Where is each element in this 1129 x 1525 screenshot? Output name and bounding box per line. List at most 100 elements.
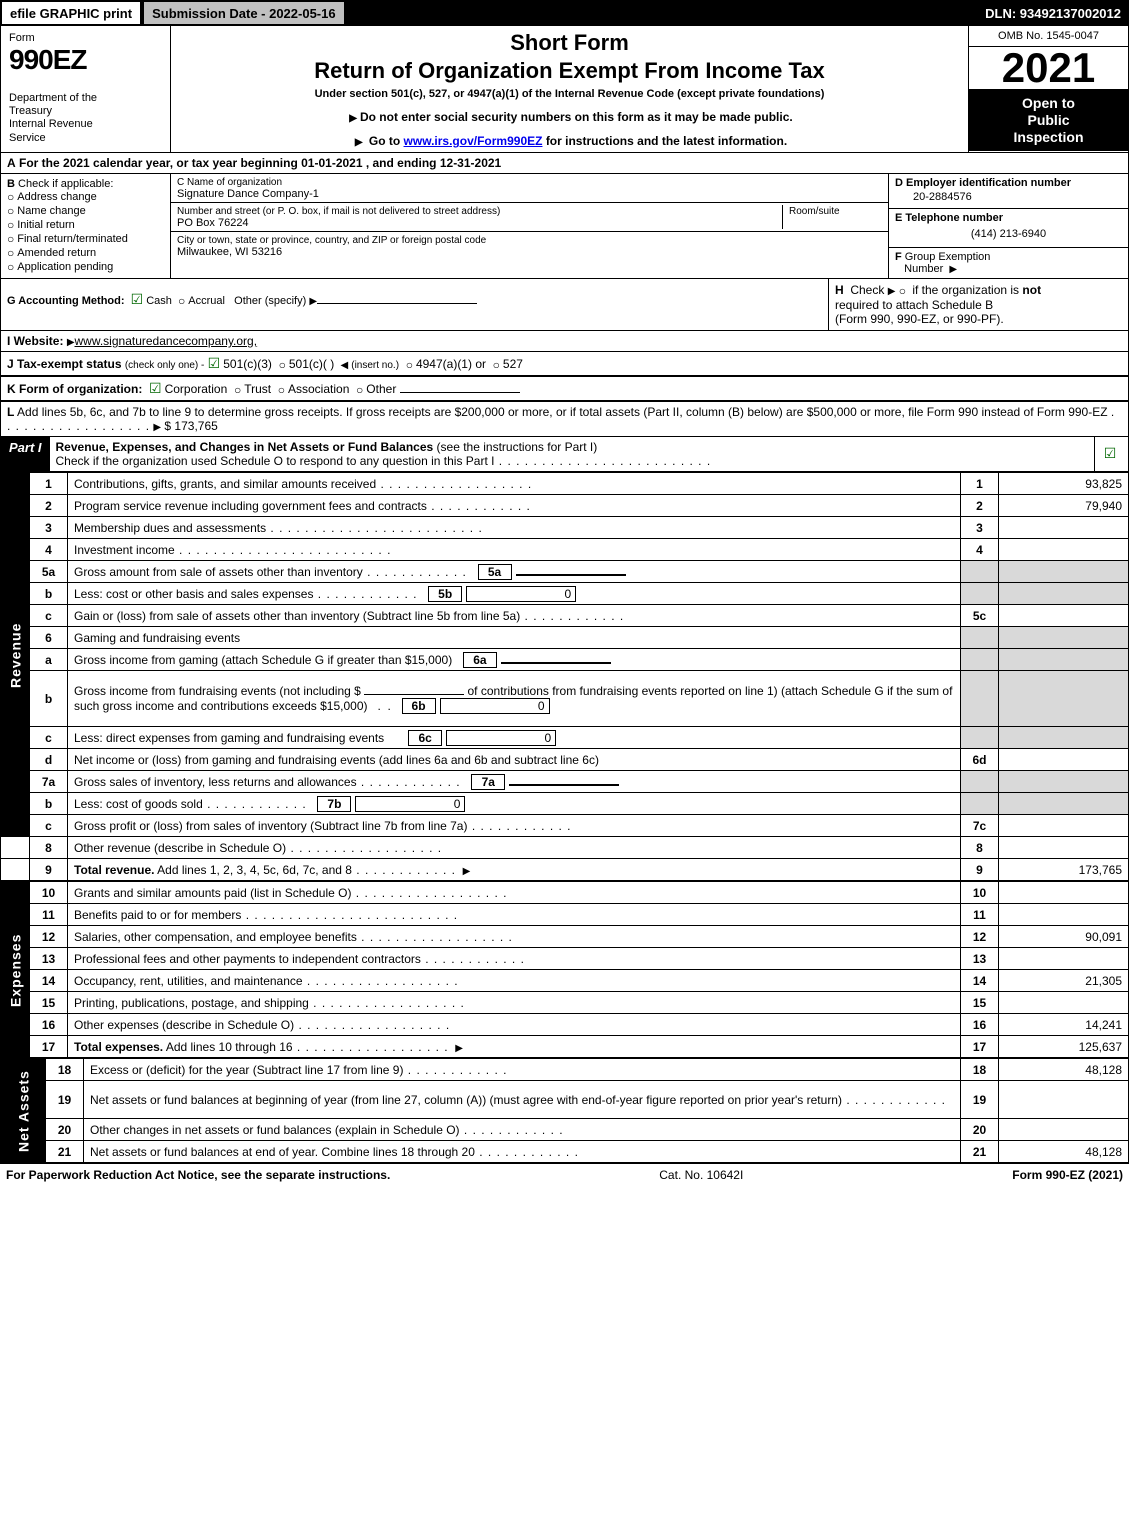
amt-9: 173,765 <box>999 859 1129 881</box>
rn-5c: 5c <box>961 605 999 627</box>
lbl-name-change: Name change <box>17 205 86 217</box>
desc-18-text: Excess or (deficit) for the year (Subtra… <box>90 1063 403 1077</box>
val-6b: 0 <box>440 698 550 714</box>
i-label: I Website: <box>7 334 63 348</box>
lbl-association: Association <box>288 382 349 396</box>
chk-corporation[interactable] <box>149 382 165 396</box>
chk-amended-return[interactable] <box>7 247 17 259</box>
net-assets-sidebar: Net Assets <box>1 1059 46 1163</box>
ln-6c: c <box>30 727 68 749</box>
chk-trust[interactable] <box>234 382 244 396</box>
header-middle: Short Form Return of Organization Exempt… <box>171 26 968 152</box>
desc-20: Other changes in net assets or fund bala… <box>84 1119 961 1141</box>
desc-7b: Less: cost of goods sold 7b0 <box>68 793 961 815</box>
amt-4 <box>999 539 1129 561</box>
chk-501c3[interactable] <box>208 357 224 371</box>
lbl-amended-return: Amended return <box>17 247 96 259</box>
dots-icon <box>241 908 458 922</box>
desc-6c: Less: direct expenses from gaming and fu… <box>68 727 961 749</box>
desc-21: Net assets or fund balances at end of ye… <box>84 1141 961 1163</box>
footer-right-bold: 990-EZ <box>1046 1168 1085 1182</box>
chk-cash[interactable] <box>131 295 147 307</box>
rn-6a-gray <box>961 649 999 671</box>
amt-6d <box>999 749 1129 771</box>
rn-21: 21 <box>961 1141 999 1163</box>
irs-link[interactable]: www.irs.gov/Form990EZ <box>404 134 543 148</box>
chk-part-i-schedule-o[interactable] <box>1104 449 1120 461</box>
arrow-icon: ▶ <box>153 422 161 433</box>
box-5b: 5b <box>428 586 462 602</box>
chk-schedB-not-required[interactable] <box>899 283 909 297</box>
dots-icon <box>520 609 624 623</box>
chk-name-change[interactable] <box>7 205 17 217</box>
desc-6: Gaming and fundraising events <box>68 627 961 649</box>
h-text: if the organization is <box>912 283 1019 297</box>
rn-7a-gray <box>961 771 999 793</box>
section-b-heading: Check if applicable: <box>18 178 113 190</box>
amt-2: 79,940 <box>999 495 1129 517</box>
form-number: 990EZ <box>9 44 162 76</box>
rn-4: 4 <box>961 539 999 561</box>
desc-6a-text: Gross income from gaming (attach Schedul… <box>74 653 452 667</box>
lbl-501c3: 501(c)(3) <box>223 357 272 371</box>
section-h: H Check ▶ if the organization is not req… <box>828 279 1128 330</box>
c-street-label: Number and street (or P. O. box, if mail… <box>177 206 500 217</box>
chk-527[interactable] <box>493 357 503 371</box>
arrow-icon: ▶ <box>455 1043 463 1054</box>
chk-initial-return[interactable] <box>7 219 17 231</box>
amt-6-gray <box>999 627 1129 649</box>
l-text: Add lines 5b, 6c, and 7b to line 9 to de… <box>17 405 1108 419</box>
lbl-cash: Cash <box>146 295 172 307</box>
other-org-input[interactable] <box>400 392 520 393</box>
box-6c: 6c <box>408 730 442 746</box>
chk-accrual[interactable] <box>178 295 188 307</box>
submission-date: Submission Date - 2022-05-16 <box>142 0 346 26</box>
dots-icon <box>286 841 442 855</box>
amt-8 <box>999 837 1129 859</box>
desc-3-text: Membership dues and assessments <box>74 521 266 535</box>
amt-6b-gray <box>999 671 1129 727</box>
ln-6: 6 <box>30 627 68 649</box>
ln-4: 4 <box>30 539 68 561</box>
rn-19: 19 <box>961 1081 999 1119</box>
box-7b: 7b <box>317 796 351 812</box>
desc-7c: Gross profit or (loss) from sales of inv… <box>68 815 961 837</box>
open-public-badge: Open toPublicInspection <box>969 89 1128 151</box>
amt-12: 90,091 <box>999 926 1129 948</box>
chk-final-return[interactable] <box>7 233 17 245</box>
amt-5a-gray <box>999 561 1129 583</box>
lbl-other-org: Other <box>366 382 396 396</box>
part-i-tag: Part I <box>1 437 50 471</box>
ln-6b: b <box>30 671 68 727</box>
rn-9: 9 <box>961 859 999 881</box>
header-left: Form 990EZ Department of theTreasuryInte… <box>1 26 171 152</box>
box-6b: 6b <box>402 698 436 714</box>
e-label: E Telephone number <box>895 212 1003 224</box>
contrib-amount-input[interactable] <box>364 694 464 695</box>
section-d: D Employer identification number 20-2884… <box>889 174 1128 209</box>
rn-2: 2 <box>961 495 999 517</box>
chk-4947a1[interactable] <box>406 357 416 371</box>
chk-association[interactable] <box>278 382 288 396</box>
chk-501c[interactable] <box>279 357 289 371</box>
other-specify-input[interactable] <box>317 303 477 304</box>
chk-application-pending[interactable] <box>7 261 17 273</box>
chk-address-change[interactable] <box>7 191 17 203</box>
arrow-icon: ▶ <box>309 296 317 307</box>
chk-other-org[interactable] <box>356 382 366 396</box>
website-link[interactable]: www.signaturedancecompany.org, <box>75 334 258 348</box>
dots-icon <box>203 797 307 811</box>
sections-bcdef: B Check if applicable: Address change Na… <box>0 174 1129 279</box>
amt-14: 21,305 <box>999 970 1129 992</box>
goto-line: Go to www.irs.gov/Form990EZ for instruct… <box>179 134 960 148</box>
c-city-label: City or town, state or province, country… <box>177 235 486 246</box>
desc-19-text: Net assets or fund balances at beginning… <box>90 1093 842 1107</box>
rn-6-gray <box>961 627 999 649</box>
j-sub: (check only one) - <box>125 360 204 371</box>
f-label: F <box>895 251 902 263</box>
dots-icon <box>467 819 571 833</box>
ln-6d: d <box>30 749 68 771</box>
section-e: E Telephone number (414) 213-6940 <box>889 209 1128 248</box>
desc-12-text: Salaries, other compensation, and employ… <box>74 930 357 944</box>
dots-icon <box>460 1123 564 1137</box>
